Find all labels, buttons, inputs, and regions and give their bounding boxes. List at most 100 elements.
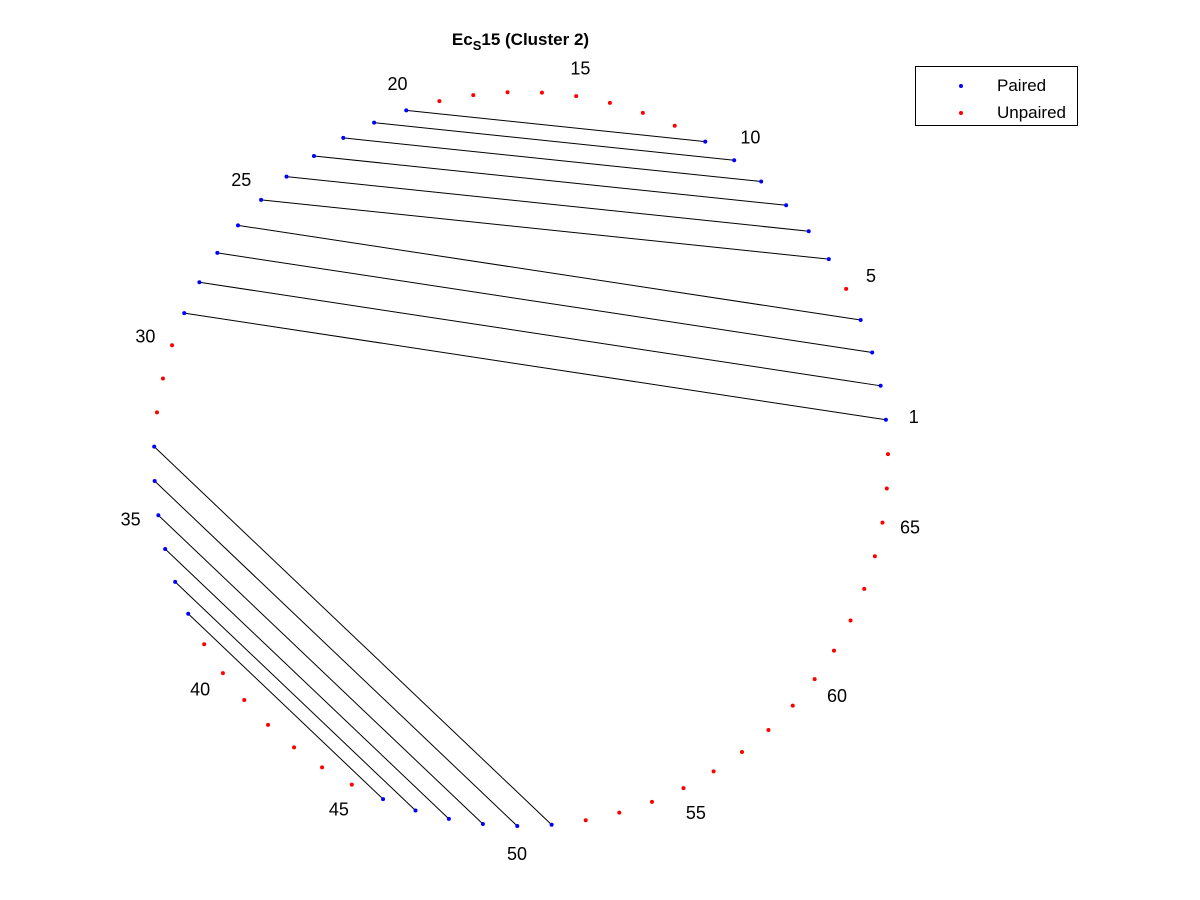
paired-point — [152, 479, 157, 484]
pair-line — [184, 312, 886, 421]
paired-point — [732, 158, 737, 163]
unpaired-point — [607, 100, 612, 105]
legend: Paired Unpaired — [915, 66, 1078, 126]
paired-point — [413, 808, 418, 813]
unpaired-point — [848, 618, 853, 623]
chart-title: EcS15 (Cluster 2) — [451, 30, 590, 53]
position-label: 5 — [866, 266, 876, 286]
paired-point — [858, 318, 863, 323]
position-label: 1 — [909, 407, 919, 427]
pair-line — [187, 613, 384, 800]
position-label: 50 — [507, 844, 527, 864]
paired-point — [235, 223, 240, 228]
unpaired-point — [160, 376, 165, 381]
position-label: 25 — [231, 170, 251, 190]
paired-point — [311, 153, 316, 158]
paired-point — [381, 797, 386, 802]
unpaired-point — [885, 452, 890, 457]
paired-point — [173, 579, 178, 584]
unpaired-point — [437, 99, 442, 104]
unpaired-point — [242, 698, 247, 703]
paired-point — [515, 823, 520, 828]
paired-point — [549, 822, 554, 827]
paired-point — [703, 139, 708, 144]
unpaired-point — [880, 520, 885, 525]
paired-point — [870, 350, 875, 355]
unpaired-point — [862, 586, 867, 591]
paired-point — [182, 311, 187, 316]
paired-point — [784, 203, 789, 208]
pair-line — [286, 176, 809, 232]
unpaired-point — [790, 703, 795, 708]
unpaired-point — [617, 810, 622, 815]
paired-point — [372, 120, 377, 125]
unpaired-marker-icon — [959, 111, 963, 115]
paired-point — [883, 417, 888, 422]
unpaired-point — [170, 343, 175, 348]
unpaired-point — [844, 286, 849, 291]
pair-line — [313, 155, 787, 206]
unpaired-point — [266, 722, 271, 727]
unpaired-point — [292, 745, 297, 750]
paired-point — [806, 229, 811, 234]
paired-point — [341, 135, 346, 140]
legend-item-unpaired: Unpaired — [916, 99, 1077, 125]
unpaired-point — [812, 677, 817, 682]
unpaired-point — [739, 749, 744, 754]
paired-point — [404, 108, 409, 113]
paired-point — [284, 174, 289, 179]
paired-point — [186, 611, 191, 616]
paired-point — [163, 546, 168, 551]
pair-line — [261, 199, 829, 260]
unpaired-point — [672, 123, 677, 128]
unpaired-point — [471, 93, 476, 98]
paired-point — [480, 822, 485, 827]
paired-point — [878, 383, 883, 388]
paired-point — [826, 257, 831, 262]
paired-point — [156, 513, 161, 518]
paired-point — [152, 444, 157, 449]
position-label: 55 — [686, 803, 706, 823]
paired-marker-icon — [959, 84, 963, 88]
unpaired-point — [220, 671, 225, 676]
pair-line — [174, 581, 416, 811]
unpaired-point — [320, 765, 325, 770]
paired-point — [259, 197, 264, 202]
unpaired-point — [872, 554, 877, 559]
position-label: 40 — [190, 679, 210, 699]
legend-label: Paired — [997, 76, 1047, 95]
position-label: 45 — [329, 800, 349, 820]
pair-line — [237, 224, 861, 321]
paired-point — [759, 179, 764, 184]
unpaired-point — [574, 94, 579, 99]
position-label: 35 — [121, 510, 141, 530]
unpaired-point — [505, 90, 510, 95]
paired-point — [197, 280, 202, 285]
legend-item-paired: Paired — [916, 72, 1077, 98]
unpaired-point — [766, 728, 771, 733]
paired-point — [215, 250, 220, 255]
pair-line — [157, 514, 484, 825]
unpaired-point — [583, 818, 588, 823]
paired-point — [446, 816, 451, 821]
position-label: 65 — [900, 518, 920, 538]
pair-line — [164, 548, 450, 820]
position-label: 15 — [570, 58, 590, 78]
unpaired-point — [349, 782, 354, 787]
unpaired-point — [831, 648, 836, 653]
pair-line — [199, 281, 881, 387]
position-label: 30 — [135, 327, 155, 347]
pair-line — [154, 480, 518, 827]
pair-line — [153, 446, 552, 826]
position-label: 20 — [387, 74, 407, 94]
position-label: 60 — [827, 686, 847, 706]
position-label: 10 — [740, 127, 760, 147]
unpaired-point — [681, 786, 686, 791]
unpaired-point — [884, 486, 889, 491]
pair-line — [374, 122, 735, 161]
legend-label: Unpaired — [997, 103, 1066, 122]
pair-line — [343, 137, 762, 183]
unpaired-point — [202, 642, 207, 647]
